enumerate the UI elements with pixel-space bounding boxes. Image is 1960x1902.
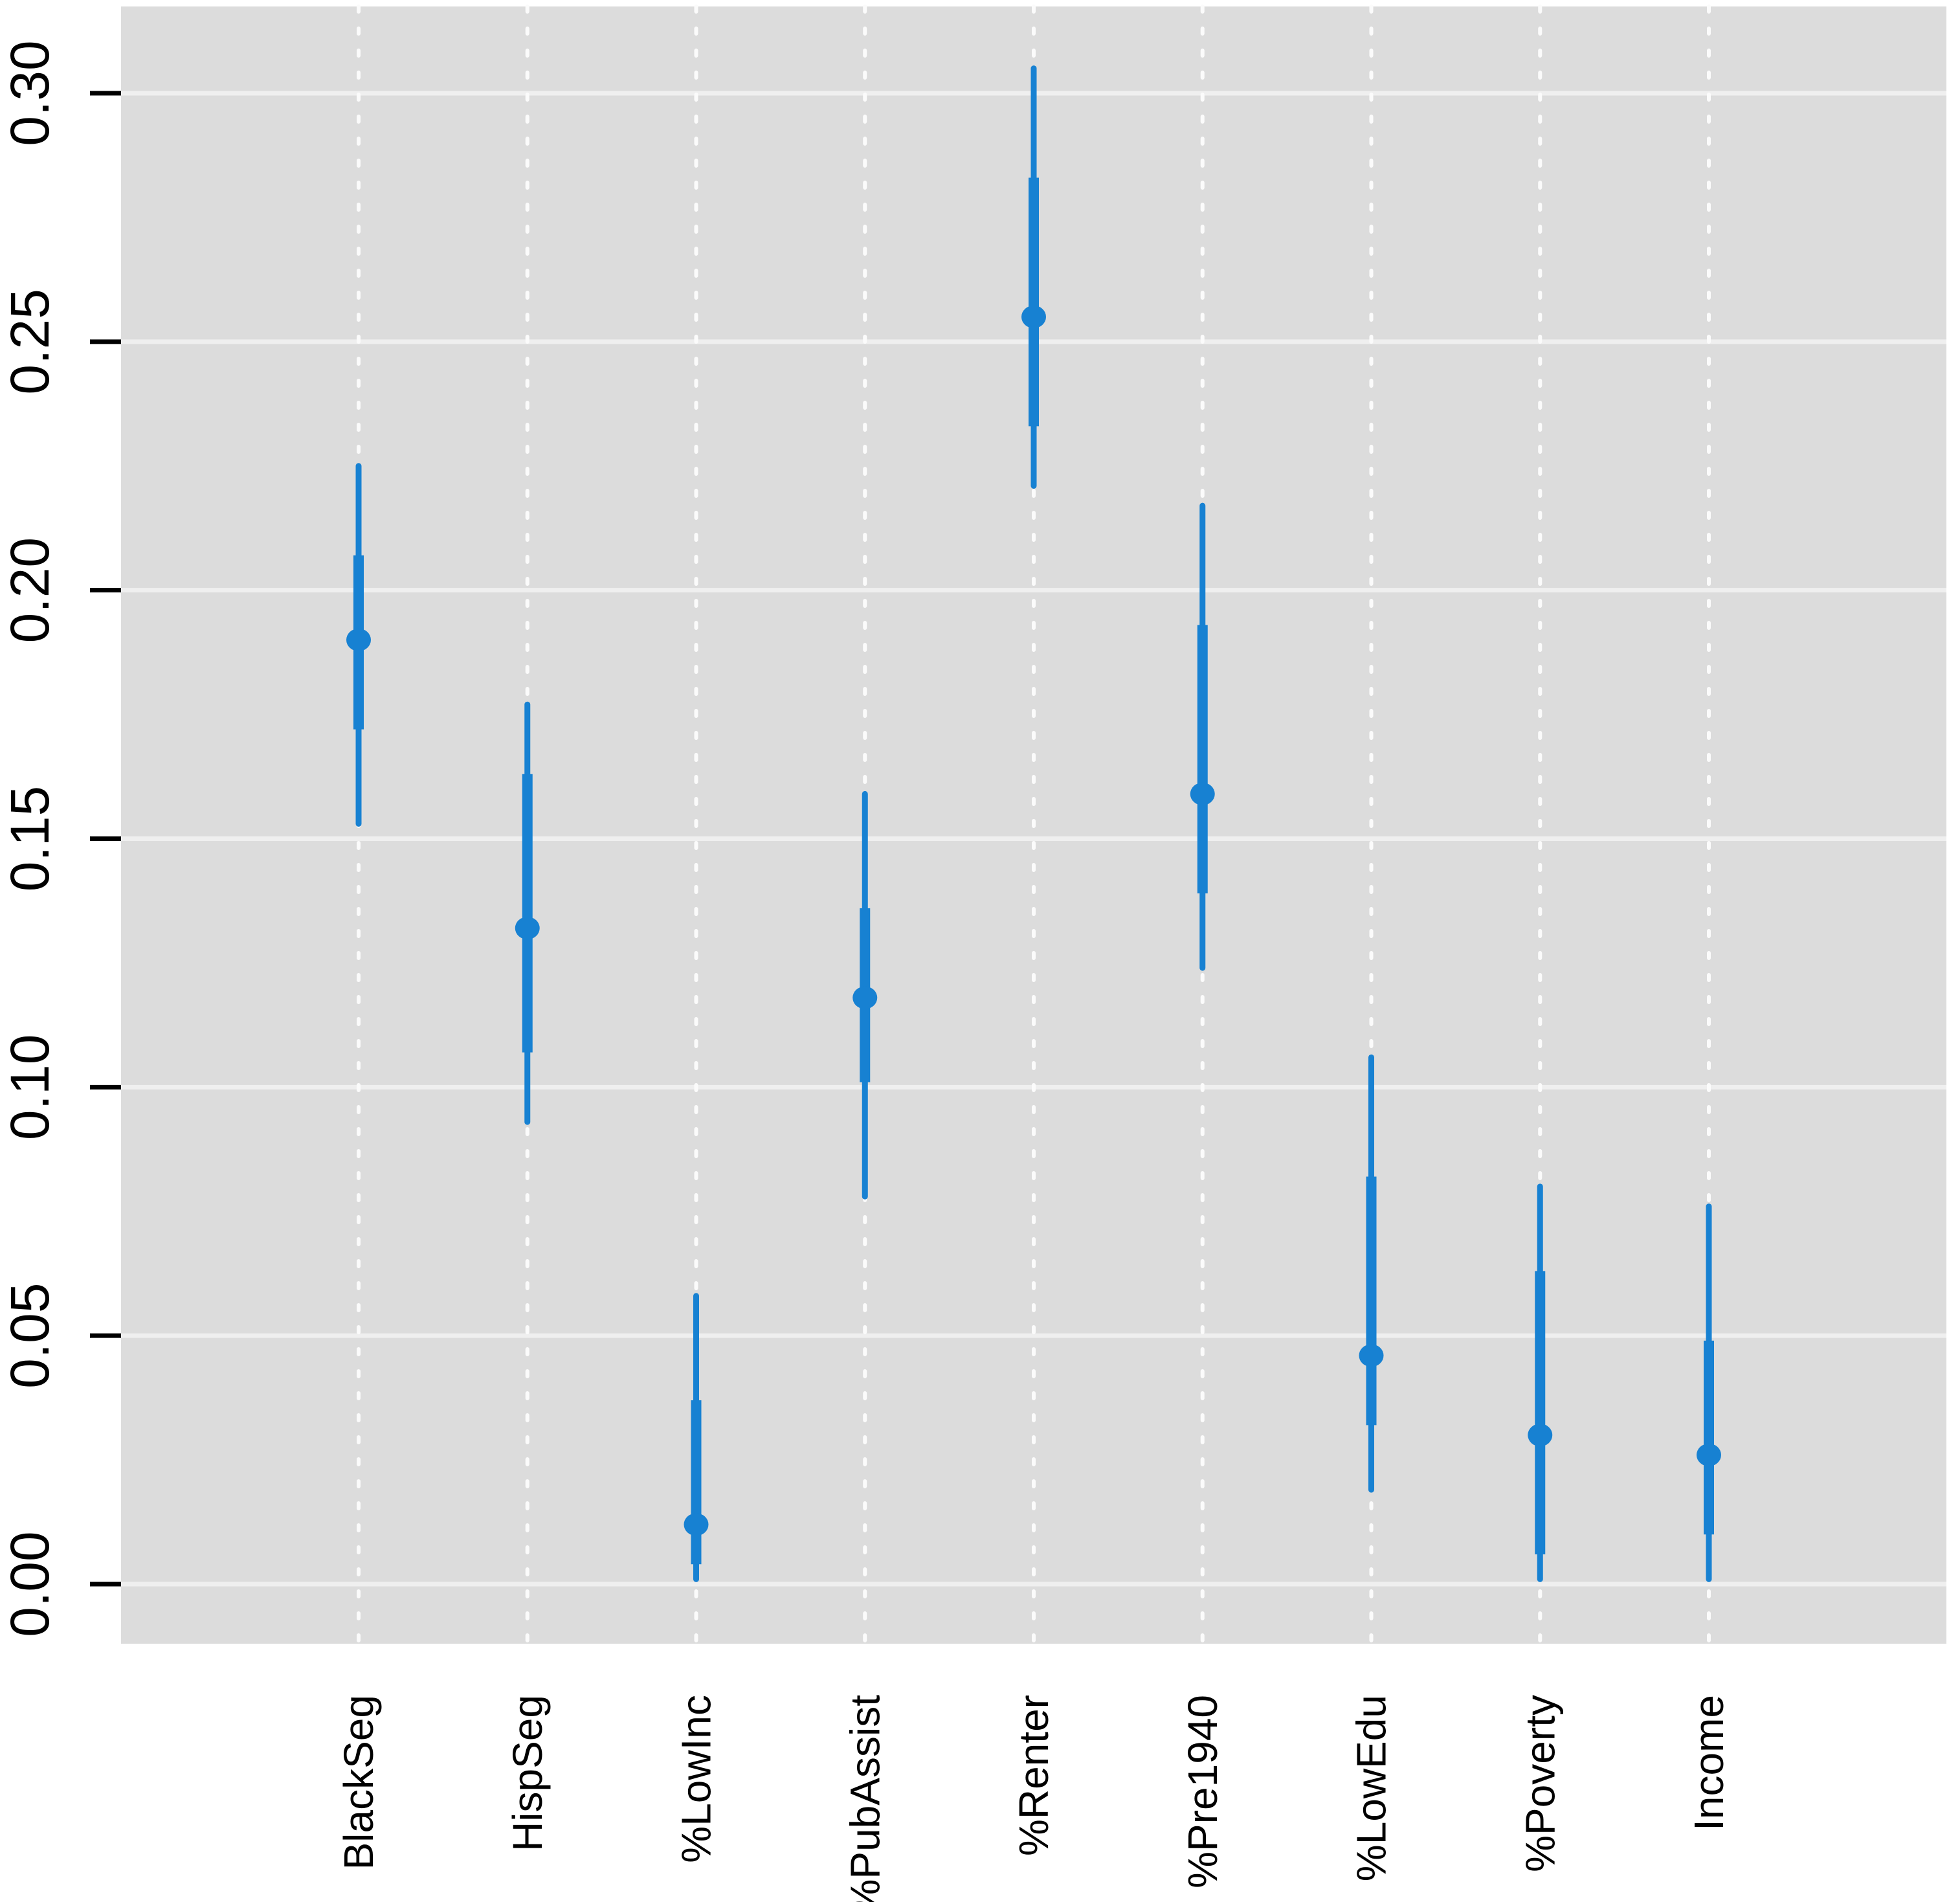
x-axis-category-labels-layer: BlackSeg HispSeg %LowInc %PubAssist %Renter%…: [335, 1695, 1732, 1902]
point-estimate-dot: [1697, 1443, 1721, 1466]
y-tick-label: 0.25: [0, 289, 60, 395]
y-axis-tick-labels-layer: 0.00 0.05 0.10 0.15 0.20 0.25 0.30: [0, 40, 60, 1637]
y-tick-label: 0.20: [0, 537, 60, 643]
x-category-label: %PubAssist: [841, 1695, 888, 1902]
point-estimate-dot: [852, 986, 878, 1009]
y-tick-label: 0.15: [0, 786, 60, 892]
x-category-label: HispSeg: [504, 1695, 551, 1852]
point-estimate-dot: [515, 917, 540, 940]
x-category-label: %Poverty: [1517, 1695, 1563, 1872]
y-tick-label: 0.10: [0, 1035, 60, 1141]
x-category-label: %LowEdu: [1348, 1695, 1395, 1881]
point-estimate-dot: [346, 628, 371, 651]
y-axis-ticks-layer: [90, 91, 121, 1587]
y-tick-label: 0.30: [0, 40, 60, 146]
y-tick-label: 0.00: [0, 1531, 60, 1637]
point-estimate-dot: [1021, 305, 1046, 328]
point-estimate-dot: [1528, 1424, 1553, 1447]
point-estimate-dot: [1359, 1344, 1384, 1367]
y-tick-label: 0.05: [0, 1282, 60, 1389]
x-category-label: BlackSeg: [335, 1695, 382, 1870]
point-estimate-dot: [1190, 782, 1215, 805]
x-category-label: %LowInc: [673, 1695, 720, 1863]
x-category-label: Income: [1686, 1695, 1732, 1831]
point-estimate-dot: [684, 1513, 709, 1536]
data-series-layer: [346, 65, 1721, 1582]
x-category-label: %Pre1940: [1179, 1695, 1226, 1888]
x-category-label: %Renter: [1010, 1695, 1057, 1856]
